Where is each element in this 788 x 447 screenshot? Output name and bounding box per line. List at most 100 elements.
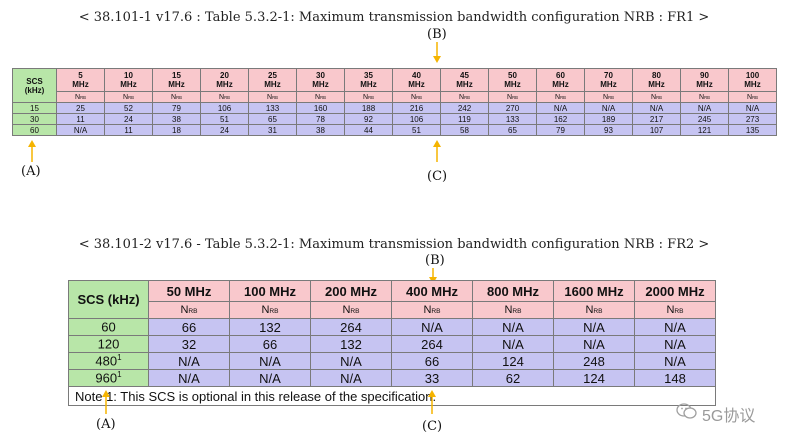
nrb-main: N <box>585 304 594 316</box>
fr1-nrb-value: 106 <box>200 102 249 114</box>
fr1-arrow-a <box>28 140 36 162</box>
fr2-nrb-value: N/A <box>391 318 473 336</box>
fr1-bandwidth-unit: MHz <box>312 80 329 89</box>
fr1-label-c: (C) <box>427 169 448 184</box>
nrb-label-cell: NRB <box>344 91 393 103</box>
nrb-sub: RB <box>416 94 422 100</box>
watermark-text: 5G协议 <box>702 408 756 425</box>
fr2-bandwidth-header: 100 MHz <box>229 280 311 302</box>
nrb-sub: RB <box>512 308 522 315</box>
fr2-nrb-value: N/A <box>310 369 392 387</box>
fr1-bandwidth-unit: MHz <box>408 80 425 89</box>
fr2-nrb-value: 124 <box>553 369 635 387</box>
fr1-bandwidth-header: 50 MHz <box>488 68 537 92</box>
fr1-bandwidth-value: 100 <box>745 71 760 80</box>
fr1-bandwidth-unit: MHz <box>168 80 185 89</box>
fr2-scs-header-cell: SCS (kHz) <box>68 280 149 319</box>
fr2-nrb-value: 66 <box>391 352 473 370</box>
fr2-nrb-value: 148 <box>634 369 716 387</box>
fr1-bandwidth-value: 35 <box>364 71 373 80</box>
fr1-nrb-value: 65 <box>248 113 297 125</box>
fr1-nrb-value: 93 <box>584 124 633 136</box>
nrb-label-cell: NRB <box>296 91 345 103</box>
fr1-bandwidth-header: 60 MHz <box>536 68 585 92</box>
nrb-sub: RB <box>269 308 279 315</box>
fr2-scs-cell: 60 <box>68 318 149 336</box>
fr2-nrb-value: 264 <box>310 318 392 336</box>
fr1-bandwidth-unit: MHz <box>648 80 665 89</box>
fr2-table: SCS (kHz) 50 MHz 100 MHz 200 MHz 400 MHz 800 … <box>68 280 716 406</box>
nrb-main: N <box>342 304 351 316</box>
fr1-bandwidth-header: 90 MHz <box>680 68 729 92</box>
fr1-nrb-value: 58 <box>440 124 489 136</box>
fr1-table: SCS (kHz) 5 MHz 10 MHz 15 MHz 20 MHz 25 MHz 30 MHz 35 M… <box>12 68 777 136</box>
fr2-nrb-value: N/A <box>148 352 230 370</box>
fr2-scs-footnote: 1 <box>117 370 122 380</box>
fr1-bandwidth-unit: MHz <box>744 80 761 89</box>
fr1-nrb-value: 51 <box>200 113 249 125</box>
fr1-nrb-row: NRB NRB NRB NRB NRB NRB NRB NRB NRB NRB NRB NRB NRB N… <box>13 91 777 103</box>
fr1-bandwidth-header: 45 MHz <box>440 68 489 92</box>
fr1-bandwidth-value: 70 <box>604 71 613 80</box>
fr1-nrb-value: 51 <box>392 124 441 136</box>
nrb-sub: RB <box>368 94 374 100</box>
nrb-main: N <box>411 93 417 101</box>
fr1-table-row: 60 N/A 11 18 24 31 38 44 51 58 65 79 93 107 121 135 <box>12 124 777 136</box>
fr1-nrb-value: 25 <box>56 102 105 114</box>
nrb-label-cell: NRB <box>392 91 441 103</box>
fr2-nrb-row: NRB NRB NRB NRB NRB NRB NRB <box>69 301 716 319</box>
fr2-bandwidth-header: 800 MHz <box>472 280 554 302</box>
fr1-nrb-value: 216 <box>392 102 441 114</box>
fr1-header-row: SCS (kHz) 5 MHz 10 MHz 15 MHz 20 MHz 25 MHz 30 MHz 35 M… <box>12 68 777 103</box>
nrb-label-cell: NRB <box>584 91 633 103</box>
fr1-bandwidth-header: 35 MHz <box>344 68 393 92</box>
fr1-bandwidth-value: 10 <box>124 71 133 80</box>
nrb-sub: RB <box>320 94 326 100</box>
nrb-label-cell: NRB <box>104 91 153 103</box>
nrb-sub: RB <box>128 94 134 100</box>
fr2-table-row: 9601 N/A N/A N/A 33 62 124 148 <box>68 369 716 387</box>
fr2-nrb-value: N/A <box>229 352 311 370</box>
fr1-nrb-value: 24 <box>200 124 249 136</box>
fr1-bandwidth-header: 100 MHz <box>728 68 777 92</box>
fr2-nrb-value: 62 <box>472 369 554 387</box>
fr2-scs-cell: 4801 <box>68 352 149 370</box>
fr2-table-row: 4801 N/A N/A N/A 66 124 248 N/A <box>68 352 716 370</box>
fr2-arrow-c <box>428 390 436 414</box>
nrb-sub: RB <box>560 94 566 100</box>
nrb-main: N <box>315 93 321 101</box>
nrb-sub: RB <box>656 94 662 100</box>
nrb-sub: RB <box>350 308 360 315</box>
fr1-nrb-value: N/A <box>680 102 729 114</box>
fr1-bandwidth-value: 30 <box>316 71 325 80</box>
fr2-note-row: Note 1: This SCS is optional in this rel… <box>68 386 716 406</box>
fr1-nrb-value: N/A <box>56 124 105 136</box>
fr1-nrb-value: 242 <box>440 102 489 114</box>
fr1-scs-cell: 30 <box>12 113 57 125</box>
nrb-main: N <box>603 93 609 101</box>
fr1-bandwidth-header: 5 MHz <box>56 68 105 92</box>
fr2-bandwidth-header: 2000 MHz <box>634 280 716 302</box>
fr1-bandwidth-unit: MHz <box>72 80 89 89</box>
nrb-label-cell: NRB <box>472 301 554 319</box>
nrb-sub: RB <box>512 94 518 100</box>
fr1-bandwidth-unit: MHz <box>360 80 377 89</box>
nrb-label-cell: NRB <box>632 91 681 103</box>
nrb-label-cell: NRB <box>248 91 297 103</box>
nrb-label-cell: NRB <box>634 301 716 319</box>
nrb-main: N <box>75 93 81 101</box>
fr1-nrb-value: 133 <box>248 102 297 114</box>
fr2-table-row: 60 66 132 264 N/A N/A N/A N/A <box>68 318 716 336</box>
fr2-nrb-value: N/A <box>148 369 230 387</box>
fr2-nrb-value: 124 <box>472 352 554 370</box>
fr2-nrb-value: N/A <box>310 352 392 370</box>
nrb-sub: RB <box>608 94 614 100</box>
fr2-nrb-value: 66 <box>148 318 230 336</box>
nrb-label-cell: NRB <box>391 301 473 319</box>
fr1-nrb-value: 107 <box>632 124 681 136</box>
fr1-bandwidth-header: 70 MHz <box>584 68 633 92</box>
fr1-title: < 38.101-1 v17.6 : Table 5.3.2-1: Maximu… <box>78 10 710 25</box>
fr1-nrb-value: 217 <box>632 113 681 125</box>
nrb-sub: RB <box>704 94 710 100</box>
fr1-bandwidth-header: 30 MHz <box>296 68 345 92</box>
